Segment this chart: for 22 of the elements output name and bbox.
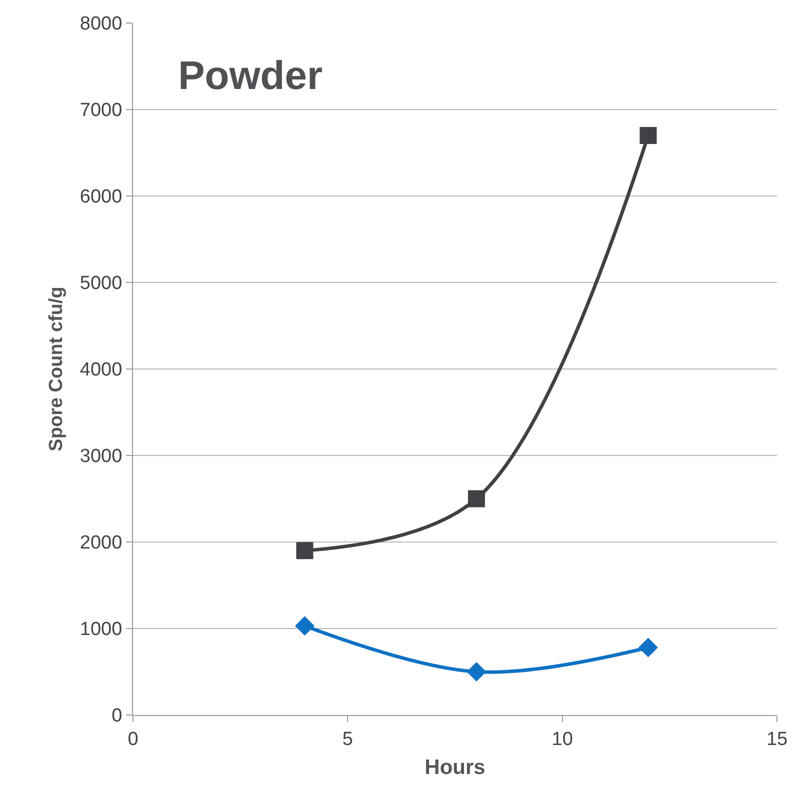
y-tick-label: 1000 <box>80 619 122 640</box>
y-tick-label: 8000 <box>80 14 122 35</box>
point <box>640 126 657 144</box>
point <box>294 616 314 636</box>
x-tick-label: 15 <box>766 728 788 750</box>
x-tick-label: 5 <box>342 728 353 750</box>
y-tick-label: 4000 <box>80 360 122 381</box>
y-tick-label: 0 <box>112 706 122 727</box>
y-tick-label: 2000 <box>80 532 122 554</box>
y-tick-label: 5000 <box>80 273 122 294</box>
point <box>638 638 658 658</box>
text: Powder <box>178 54 323 98</box>
point <box>296 542 314 560</box>
y-tick-label: 3000 <box>80 446 122 468</box>
x-tick-label: 0 <box>128 728 138 750</box>
point <box>468 490 485 508</box>
point <box>466 662 486 682</box>
x-tick-label: 10 <box>552 728 573 750</box>
y-tick-label: 7000 <box>80 100 122 122</box>
y-tick-label: 6000 <box>80 186 122 208</box>
x-axis-title: Hours <box>424 756 486 779</box>
y-axis-title: Spore Count cfu/g <box>46 286 67 452</box>
